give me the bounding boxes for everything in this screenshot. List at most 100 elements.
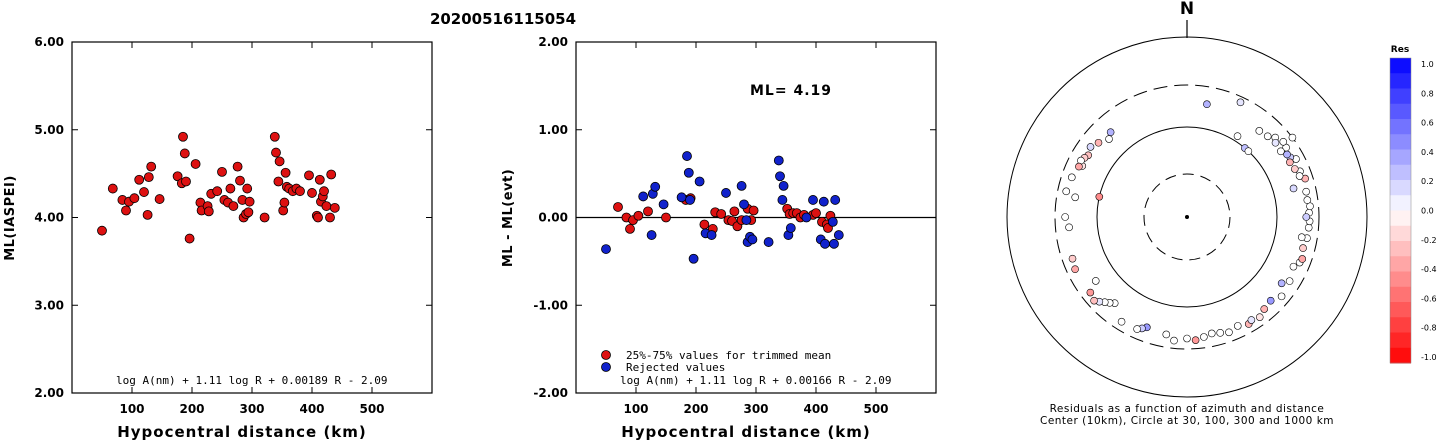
y-tick-label: 4.00	[34, 211, 64, 225]
data-point	[808, 195, 818, 205]
data-point	[326, 169, 337, 180]
station-marker	[1207, 329, 1216, 338]
colorbar-tick-label: 0.2	[1421, 177, 1434, 186]
colorbar-swatch	[1390, 88, 1411, 105]
station-marker	[1271, 138, 1280, 147]
data-point	[625, 224, 635, 234]
data-point	[129, 193, 140, 204]
station-marker	[1260, 305, 1269, 313]
data-point	[646, 230, 657, 240]
station-points	[1061, 98, 1314, 345]
data-point	[643, 206, 653, 217]
ring-1000km	[1006, 36, 1368, 398]
colorbar-swatch	[1390, 225, 1411, 242]
formula-label: log A(nm) + 1.11 log R + 0.00166 R - 2.0…	[620, 374, 892, 387]
data-point	[307, 188, 317, 198]
colorbar-swatch	[1390, 302, 1411, 318]
colorbar-frame	[1389, 57, 1412, 364]
station-marker	[1200, 333, 1208, 341]
x-axis-label: Hypocentral distance (km)	[117, 423, 367, 441]
y-axis-label: ML(IASPEI)	[3, 175, 18, 261]
station-marker	[1302, 213, 1311, 221]
station-marker	[1203, 100, 1211, 109]
data-point	[279, 197, 290, 208]
colorbar-swatch	[1390, 286, 1411, 303]
data-point	[97, 225, 107, 236]
x-tick-label: 200	[683, 402, 708, 416]
colorbar-title: Res	[1391, 45, 1409, 55]
station-marker	[1255, 313, 1264, 321]
data-point	[833, 230, 844, 240]
station-marker	[1068, 254, 1077, 263]
station-marker	[1075, 162, 1083, 171]
station-marker	[1299, 244, 1307, 252]
data-point	[225, 183, 236, 194]
colorbar-tick-label: -0.2	[1421, 236, 1437, 245]
station-marker	[1133, 325, 1141, 333]
residual-distance-panel: 100 200 300 400 500 -2.00 -1.00 0.00 1.00 2.00 ML…	[501, 35, 937, 441]
colorbar-swatch	[1390, 317, 1411, 333]
data-point	[178, 131, 188, 142]
data-point	[741, 215, 752, 226]
axis-ticks: 100 200 300 400 500 -2.00 -1.00 0.00 1.00 2.00	[533, 35, 936, 416]
data-point	[706, 230, 717, 240]
colorbar-swatch	[1390, 195, 1411, 211]
station-marker	[1244, 147, 1253, 155]
colorbar: 1.0 0.8 0.6 0.4 0.2 0.0 -0.2 -0.4 -0.6 -0.8 -1.0	[1389, 57, 1437, 364]
colorbar-tick-label: 0.6	[1421, 119, 1434, 128]
colorbar-swatch	[1390, 256, 1411, 272]
legend-label-rejected: Rejected values	[626, 361, 725, 374]
data-point	[121, 205, 131, 216]
station-marker	[1216, 329, 1225, 337]
colorbar-swatch	[1390, 103, 1411, 120]
colorbar-tick-label: 0.0	[1421, 207, 1434, 216]
ring-30km	[1143, 173, 1231, 261]
data-point	[154, 194, 165, 204]
data-point	[736, 181, 747, 191]
legend-label-trimmed: 25%-75% values for trimmed mean	[626, 349, 831, 362]
data-point	[818, 196, 829, 207]
caption-line-1: Residuals as a function of azimuth and d…	[1050, 403, 1325, 415]
colorbar-tick-label: -0.4	[1421, 265, 1437, 274]
center-point	[1185, 215, 1189, 219]
figure-title: 20200516115054	[430, 10, 576, 28]
station-marker	[1090, 296, 1098, 305]
data-point	[217, 166, 227, 177]
station-marker	[1255, 127, 1264, 135]
data-point	[274, 156, 285, 167]
station-marker	[1233, 322, 1242, 330]
data-point	[244, 196, 255, 207]
station-marker	[1170, 336, 1178, 345]
data-point	[259, 212, 270, 223]
data-point	[811, 208, 821, 219]
data-point	[729, 206, 740, 217]
colorbar-swatch	[1390, 73, 1411, 89]
data-point	[830, 195, 841, 205]
data-point	[747, 234, 758, 245]
y-tick-label: 5.00	[34, 123, 64, 137]
station-marker	[1247, 316, 1256, 324]
data-point	[685, 195, 695, 205]
data-point	[304, 170, 314, 181]
y-tick-label: 3.00	[34, 298, 64, 312]
station-marker	[1105, 135, 1113, 143]
data-point	[181, 176, 191, 187]
station-marker	[1277, 292, 1286, 301]
data-point	[321, 201, 332, 211]
station-marker	[1067, 173, 1076, 182]
formula-label: log A(nm) + 1.11 log R + 0.00189 R - 2.0…	[116, 374, 388, 387]
x-tick-label: 100	[119, 402, 144, 416]
colorbar-swatch	[1390, 58, 1411, 74]
data-point	[295, 186, 305, 197]
data-point	[613, 202, 623, 212]
data-point	[228, 201, 239, 211]
station-marker	[1290, 165, 1299, 173]
data-point	[699, 219, 710, 230]
data-point	[601, 244, 611, 254]
colorbar-swatch	[1390, 210, 1411, 227]
y-tick-label: 0.00	[538, 211, 568, 225]
colorbar-swatch	[1390, 149, 1411, 166]
data-point	[179, 148, 190, 159]
data-point	[820, 238, 830, 249]
